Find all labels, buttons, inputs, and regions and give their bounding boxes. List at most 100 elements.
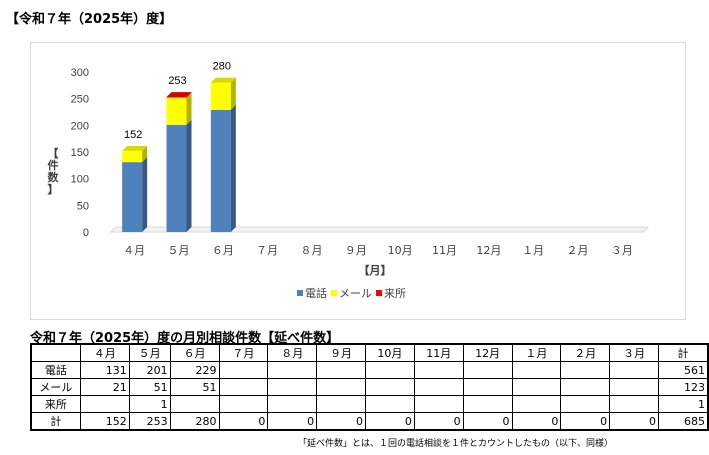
page-heading: 【令和７年（2025年）度】 (6, 12, 173, 27)
table-cell (364, 361, 415, 379)
table-cell (511, 361, 562, 379)
table-cell (364, 378, 415, 396)
table-cell (560, 395, 611, 413)
y-axis-label-char: 数 (48, 170, 60, 184)
bar-segment-電話 (166, 124, 187, 232)
x-tick-label: 11月 (432, 244, 457, 257)
table-header-cell: ４月 (79, 343, 130, 362)
table-cell: 253 (128, 412, 171, 431)
table-cell: 1 (658, 395, 709, 413)
legend-swatch-電話 (297, 290, 303, 296)
y-tick-label: 0 (83, 227, 89, 239)
y-axis-label-char: 件 (48, 158, 59, 172)
x-tick-label: ２月 (567, 244, 589, 257)
legend-label: 電話 (305, 286, 327, 300)
y-tick-label: 250 (71, 94, 89, 106)
table-cell (218, 378, 269, 396)
table-header-row: ４月 ５月 ６月 ７月 ８月 ９月 10月 11月 12月 １月 ２月 ３月計 (30, 343, 709, 362)
table-cell: 21 (79, 378, 130, 396)
table-header-cell: ７月 (218, 343, 269, 362)
bar-segment-来所 (166, 97, 187, 98)
table-cell: 152 (79, 412, 130, 431)
x-tick-label: ６月 (212, 244, 234, 257)
chart-frame: 0 50 100 150 200 250 300 【件数】 152 ４月 253 ５月 280 ６月 ７月 ８… (30, 42, 686, 320)
chart-floor (109, 226, 650, 233)
table-cell (511, 395, 562, 413)
legend-swatch-メール (331, 290, 337, 296)
table-header-cell (30, 343, 81, 362)
table-body: 電話 131 201 229 561 メール 21 51 51 123 来所 1 1 計 152 253 280… (30, 361, 709, 431)
bar-total-label: 280 (213, 61, 231, 73)
bar-side-電話 (186, 119, 192, 232)
x-tick-label: ３月 (611, 244, 633, 257)
row-header-cell: 来所 (30, 395, 81, 413)
table-cell: 0 (364, 412, 415, 431)
bar-total-label: 152 (124, 129, 142, 141)
x-tick-label: ８月 (301, 244, 323, 257)
table-cell (462, 378, 513, 396)
table-cell: 0 (511, 412, 562, 431)
footnote: 「延べ件数」とは、１回の電話相談を１件とカウントしたもの（以下、同様） (298, 439, 614, 449)
table-cell: 131 (79, 361, 130, 379)
legend-label: メール (339, 287, 372, 300)
table-cell (413, 361, 464, 379)
table-cell (462, 361, 513, 379)
legend-swatch-来所 (376, 290, 382, 296)
bar-side-来所 (186, 92, 192, 98)
table-cell: 51 (169, 378, 220, 396)
table-cell: 51 (128, 378, 171, 396)
x-tick-label: ５月 (168, 244, 190, 257)
bar-side-電話 (142, 157, 148, 232)
y-axis-label-char: 【 (48, 147, 59, 160)
table-cell: 229 (169, 361, 220, 379)
table-cell (316, 361, 366, 379)
bar-top (210, 77, 236, 83)
table-cell (316, 378, 366, 396)
y-tick-label: 100 (71, 174, 89, 186)
bar-segment-電話 (210, 109, 231, 232)
table-cell: 685 (658, 412, 709, 431)
table-cell: 0 (462, 412, 513, 431)
table-header-cell: 11月 (413, 343, 464, 362)
table-cell: 0 (560, 412, 611, 431)
table-cell (267, 395, 318, 413)
table-header-cell: ５月 (128, 343, 171, 362)
table-cell (267, 361, 318, 379)
table-cell (413, 395, 464, 413)
x-tick-label: ９月 (345, 244, 367, 257)
bar-side-メール (142, 145, 148, 163)
table-cell (560, 361, 611, 379)
bar-segment-メール (166, 97, 187, 125)
table-header-cell: １月 (511, 343, 562, 362)
table-header-cell: ３月 (609, 343, 659, 362)
table-cell: 123 (658, 378, 709, 396)
table-header-cell: 10月 (364, 343, 415, 362)
bar-segment-メール (122, 150, 143, 163)
table-header-cell: ９月 (316, 343, 366, 362)
x-tick-label: 12月 (476, 244, 501, 257)
table-cell (364, 395, 415, 413)
table-cell: 1 (128, 395, 171, 413)
table-header-cell: ２月 (560, 343, 611, 362)
table-cell (169, 395, 220, 413)
table-cell (609, 361, 659, 379)
table-row: 計 152 253 280 0 0 0 0 0 0 0 0 0 685 (30, 412, 709, 431)
table-header-cell: ６月 (169, 343, 220, 362)
row-header-cell: 電話 (30, 361, 81, 379)
bar-side-電話 (230, 104, 236, 232)
row-header-cell: メール (30, 378, 81, 396)
y-tick-label: 300 (71, 67, 89, 79)
table-cell (413, 378, 464, 396)
table-cell: 0 (316, 412, 366, 431)
table-row: 電話 131 201 229 561 (30, 361, 709, 379)
stacked-bar-chart: 0 50 100 150 200 250 300 【件数】 152 ４月 253 ５月 280 ６月 ７月 ８… (48, 61, 650, 300)
table-header-cell: 計 (658, 343, 709, 362)
x-tick-label: ７月 (256, 244, 278, 257)
row-header-cell: 計 (30, 412, 81, 431)
table-cell (609, 378, 659, 396)
table-header-cell: 12月 (462, 343, 513, 362)
bar-top (166, 92, 192, 98)
bar-side-メール (186, 92, 192, 125)
bar-total-label: 253 (168, 75, 186, 87)
legend-label: 来所 (384, 287, 406, 300)
